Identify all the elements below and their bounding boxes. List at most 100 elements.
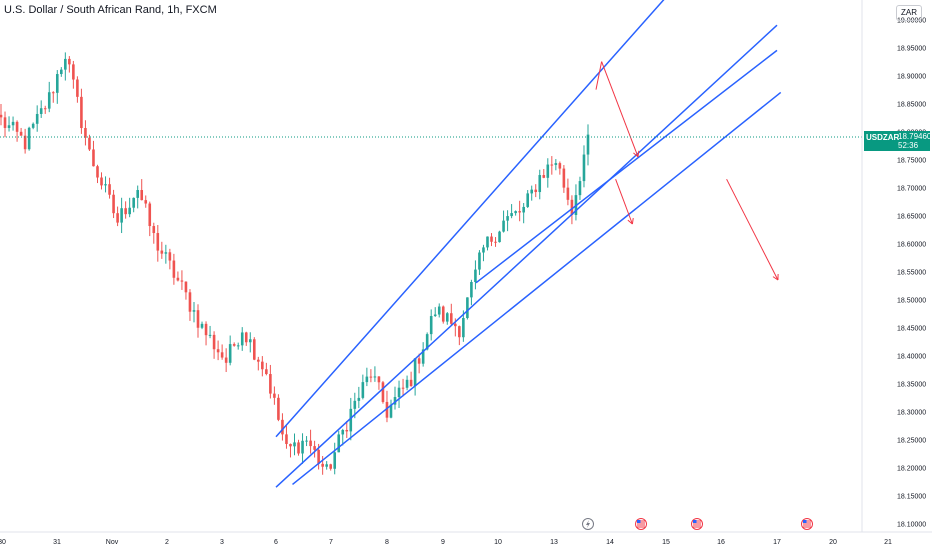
candle (437, 303, 441, 318)
trend-line[interactable] (275, 24, 778, 488)
candle (257, 356, 260, 371)
time-axis: 30 31 Nov 2 3 6 7 8 9 10 13 14 15 16 17 20 21 (0, 539, 892, 546)
candle (345, 420, 349, 438)
candle (405, 375, 409, 391)
price-tick-label: 18.15000 (897, 494, 926, 501)
candle (35, 105, 39, 132)
trend-line[interactable] (275, 0, 666, 438)
event-icons (582, 518, 813, 530)
candle (148, 201, 152, 237)
candle (144, 195, 148, 208)
candle (566, 178, 570, 206)
candle (236, 342, 240, 350)
trend-line[interactable] (475, 49, 778, 284)
candle (196, 304, 200, 338)
candle (55, 70, 59, 104)
annotation-arrow[interactable] (726, 178, 779, 281)
candle (132, 197, 135, 213)
candle (518, 200, 521, 222)
candle (265, 362, 268, 376)
candle (104, 176, 107, 193)
candle (152, 222, 156, 244)
candle (301, 433, 304, 464)
candle (502, 210, 505, 233)
last-price-label: USDZAR 18.79460 52:36 (864, 131, 931, 151)
candle (51, 91, 55, 103)
candles (0, 52, 590, 475)
time-tick-label: 7 (329, 539, 333, 546)
candle (232, 342, 236, 347)
candle (180, 270, 184, 290)
annotation-arrow[interactable] (615, 179, 634, 225)
candle (277, 394, 280, 422)
us-flag-event-icon[interactable] (691, 518, 703, 530)
price-tick-label: 18.20000 (897, 466, 926, 473)
candle (534, 184, 538, 198)
candle (445, 312, 449, 325)
time-tick-label: 20 (829, 539, 837, 546)
time-tick-label: 16 (717, 539, 725, 546)
candle (510, 204, 513, 219)
candle (373, 366, 377, 382)
candle (313, 440, 316, 458)
candle (248, 332, 252, 353)
candle (281, 413, 284, 441)
price-tick-label: 18.55000 (897, 270, 926, 277)
candle (365, 367, 369, 387)
candle (574, 184, 578, 221)
candle (80, 88, 83, 134)
price-tick-label: 18.90000 (897, 74, 926, 81)
candle (458, 325, 461, 346)
candle (228, 335, 232, 366)
candle (586, 124, 590, 166)
candle (156, 224, 160, 262)
us-flag-event-icon[interactable] (635, 518, 647, 530)
time-tick-label: 10 (494, 539, 502, 546)
candle (140, 179, 144, 201)
candle (474, 260, 477, 290)
candle (397, 380, 401, 409)
candle (450, 303, 453, 325)
time-tick-label: 31 (53, 539, 61, 546)
candle (27, 126, 31, 151)
candle (550, 156, 554, 175)
candle (393, 386, 397, 410)
candle (297, 439, 300, 456)
time-tick-label: 17 (773, 539, 781, 546)
candle (269, 364, 272, 399)
candle (15, 120, 19, 142)
candle (417, 353, 421, 374)
lightning-icon[interactable] (582, 518, 594, 530)
annotation-arrow[interactable] (595, 61, 603, 90)
candle (112, 189, 115, 219)
candle (273, 386, 276, 405)
trend-line[interactable] (292, 91, 782, 485)
us-flag-event-icon[interactable] (801, 518, 813, 530)
time-tick-label: 3 (220, 539, 224, 546)
candle (482, 244, 485, 262)
candle (546, 158, 550, 188)
candle (261, 356, 264, 377)
candle (413, 358, 417, 396)
candle (562, 165, 566, 193)
candle (84, 120, 87, 146)
price-tick-label: 18.40000 (897, 354, 926, 361)
currency-button[interactable]: ZAR (896, 5, 922, 21)
candle (293, 433, 296, 456)
candle (88, 134, 91, 151)
candle (68, 56, 71, 73)
time-tick-label: 2 (165, 539, 169, 546)
annotation-arrow[interactable] (601, 61, 640, 158)
candle (333, 442, 337, 475)
candle (486, 236, 489, 251)
candle (530, 185, 534, 201)
candle (224, 348, 228, 373)
trend-lines (275, 0, 782, 488)
candle (570, 195, 574, 225)
candle (3, 111, 7, 138)
candle (120, 197, 123, 234)
candle (498, 230, 501, 243)
candle (96, 164, 99, 184)
candle (212, 331, 216, 359)
